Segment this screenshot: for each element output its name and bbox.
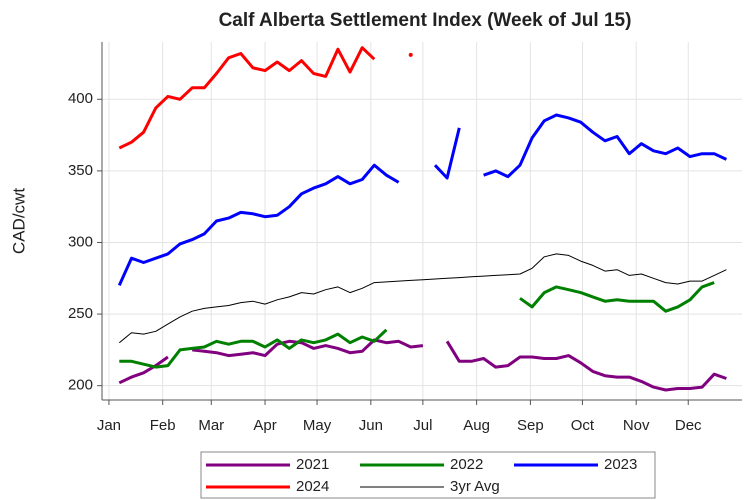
legend-label: 2022 <box>450 456 483 473</box>
x-tick-label: Sep <box>517 417 544 434</box>
series-line <box>192 338 424 358</box>
y-axis-label: CAD/cwt <box>9 188 28 254</box>
x-tick-label: May <box>303 417 332 434</box>
y-tick-label: 400 <box>68 90 93 107</box>
series-line <box>119 328 388 369</box>
y-tick-label: 300 <box>68 233 93 250</box>
series-line <box>118 253 727 344</box>
x-tick-label: Jan <box>97 417 121 434</box>
x-tick-label: Jul <box>413 417 432 434</box>
series-line <box>433 127 461 180</box>
x-tick-label: Apr <box>253 417 276 434</box>
y-tick-label: 200 <box>68 377 93 394</box>
x-tick-label: Oct <box>571 417 595 434</box>
series-line <box>118 355 169 385</box>
series-line <box>118 46 376 150</box>
legend-box <box>200 451 656 499</box>
series-line <box>519 281 715 313</box>
series-line <box>117 163 400 287</box>
series-line <box>483 113 728 179</box>
x-tick-label: Dec <box>675 417 702 434</box>
x-tick-label: Feb <box>150 417 176 434</box>
y-tick-label: 350 <box>68 162 93 179</box>
x-tick-label: Jun <box>359 417 383 434</box>
chart-title: Calf Alberta Settlement Index (Week of J… <box>219 10 632 31</box>
legend-label: 3yr Avg <box>450 478 500 495</box>
data-point <box>408 52 413 57</box>
x-tick-label: Mar <box>198 417 224 434</box>
x-tick-label: Nov <box>623 417 650 434</box>
x-tick-label: Aug <box>463 417 490 434</box>
legend-label: 2024 <box>296 478 329 495</box>
legend-label: 2021 <box>296 456 329 473</box>
legend-label: 2023 <box>604 456 637 473</box>
y-tick-label: 250 <box>68 305 93 322</box>
series-line <box>445 340 727 392</box>
